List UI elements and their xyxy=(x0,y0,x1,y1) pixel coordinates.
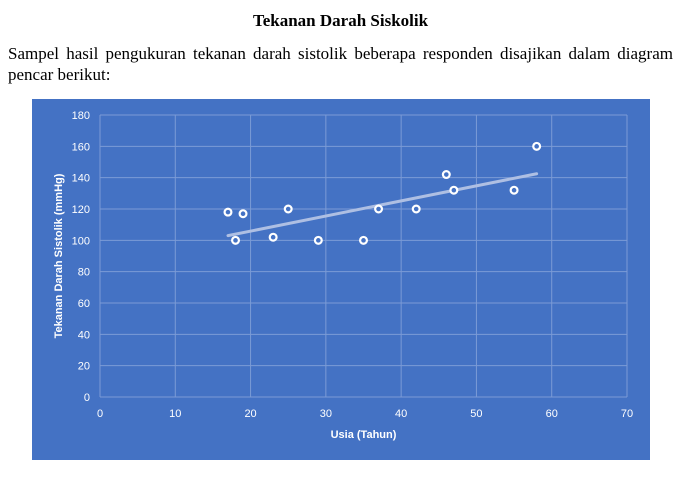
y-tick-label: 100 xyxy=(72,235,90,247)
scatter-chart: 0 20 40 60 80 100 120 140 160 180 0 10 20 30 40 50 60 70 U… xyxy=(32,99,650,460)
y-tick-label: 140 xyxy=(72,173,90,185)
x-axis-label: Usia (Tahun) xyxy=(331,429,397,441)
data-point xyxy=(283,204,293,214)
y-axis-label: Tekanan Darah Sistolik (mmHg) xyxy=(53,173,65,338)
data-point xyxy=(231,235,241,245)
x-tick-label: 10 xyxy=(169,408,181,420)
y-tick-label: 120 xyxy=(72,204,90,216)
x-tick-label: 0 xyxy=(97,408,103,420)
scatter-chart-svg: 0 20 40 60 80 100 120 140 160 180 0 10 20 30 40 50 60 70 U… xyxy=(32,99,650,460)
y-tick-label: 20 xyxy=(78,361,90,373)
intro-paragraph: Sampel hasil pengukuran tekanan darah si… xyxy=(8,44,673,84)
data-point xyxy=(509,185,519,195)
y-tick-label: 40 xyxy=(78,329,90,341)
trendline xyxy=(226,172,539,238)
data-point xyxy=(268,232,278,242)
y-tick-label: 60 xyxy=(78,298,90,310)
chart-background xyxy=(32,99,650,460)
data-point xyxy=(411,204,421,214)
y-tick-label: 80 xyxy=(78,267,90,279)
data-point xyxy=(441,170,451,180)
data-point xyxy=(313,235,323,245)
data-point xyxy=(532,141,542,151)
y-tick-label: 160 xyxy=(72,141,90,153)
data-point xyxy=(238,209,248,219)
y-tick-label: 0 xyxy=(84,392,90,404)
data-point xyxy=(449,185,459,195)
data-point xyxy=(359,235,369,245)
x-tick-label: 20 xyxy=(244,408,256,420)
y-tick-label: 180 xyxy=(72,110,90,122)
page-title: Tekanan Darah Siskolik xyxy=(252,11,429,30)
x-tick-label: 70 xyxy=(621,408,633,420)
data-point xyxy=(374,204,384,214)
x-tick-label: 30 xyxy=(320,408,332,420)
x-tick-label: 50 xyxy=(470,408,482,420)
x-tick-label: 40 xyxy=(395,408,407,420)
data-point xyxy=(223,207,233,217)
x-tick-label: 60 xyxy=(546,408,558,420)
